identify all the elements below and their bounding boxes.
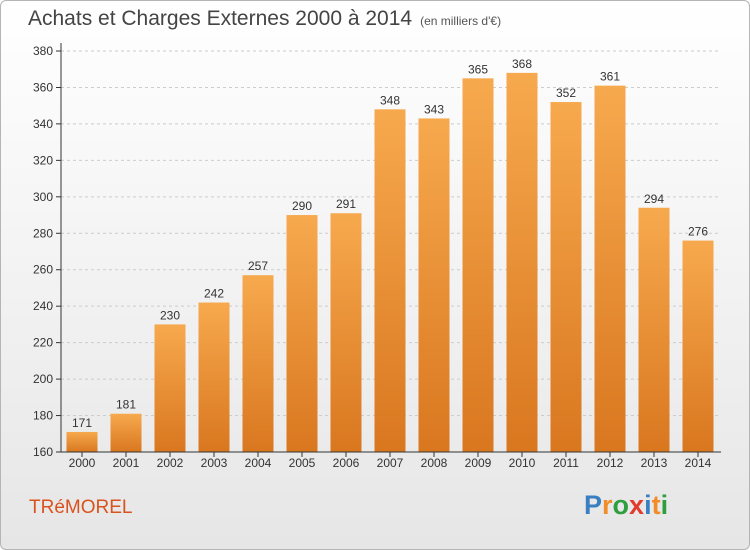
bar-2009: [462, 78, 494, 452]
axes: [56, 43, 721, 457]
y-tick-label: 240: [33, 299, 53, 313]
logo-letter: P: [584, 490, 603, 520]
y-tick-label: 160: [33, 445, 53, 459]
bar-value-label: 242: [204, 287, 224, 301]
x-tick-label: 2006: [333, 456, 360, 470]
logo-letter: i: [644, 490, 652, 520]
x-tick-label: 2010: [509, 456, 536, 470]
labels: 160 180 200 220 240 260 280 300 320 340 360 380 171 2…: [33, 44, 712, 470]
y-tick-label: 320: [33, 153, 53, 167]
y-tick-label: 360: [33, 80, 53, 94]
y-tick-label: 260: [33, 263, 53, 277]
logo-letter: r: [602, 490, 613, 520]
bar-2007: [374, 109, 406, 452]
logo-letter: i: [660, 490, 669, 520]
logo-letter: t: [651, 490, 661, 520]
bar-value-label: 368: [512, 57, 532, 71]
bar-value-label: 276: [688, 225, 708, 239]
bar-2000: [66, 431, 98, 452]
bar-2004: [242, 275, 274, 452]
x-tick-label: 2001: [113, 456, 140, 470]
x-tick-label: 2007: [377, 456, 404, 470]
x-tick-label: 2012: [597, 456, 624, 470]
logo-letter: o: [612, 490, 630, 520]
chart-subtitle: (en milliers d'€): [420, 14, 502, 28]
bar-2001: [110, 413, 142, 452]
chart-title: Achats et Charges Externes 2000 à 2014 (e…: [28, 7, 501, 31]
bar-value-label: 352: [556, 86, 576, 100]
y-tick-label: 200: [33, 372, 53, 386]
x-tick-label: 2000: [69, 456, 96, 470]
x-tick-label: 2011: [553, 456, 579, 470]
bar-value-label: 230: [160, 308, 180, 322]
x-tick-label: 2005: [289, 456, 316, 470]
bar-value-label: 365: [468, 62, 488, 76]
x-tick-label: 2013: [641, 456, 668, 470]
bar-2011: [550, 102, 582, 452]
y-tick-label: 220: [33, 336, 53, 350]
x-tick-label: 2009: [465, 456, 492, 470]
x-tick-label: 2002: [157, 456, 184, 470]
commune-name: TRéMOREL: [29, 497, 133, 518]
y-tick-label: 380: [33, 44, 53, 58]
bar-2010: [506, 72, 538, 452]
bar-value-label: 348: [380, 93, 400, 107]
y-tick-label: 180: [33, 409, 53, 423]
bar-2008: [418, 118, 450, 452]
bars: [66, 72, 714, 452]
bar-value-label: 171: [72, 416, 92, 430]
bar-value-label: 361: [600, 70, 620, 84]
bar-2012: [594, 85, 626, 452]
bar-2002: [154, 324, 186, 452]
bar-value-label: 291: [336, 197, 356, 211]
bar-2013: [638, 207, 670, 452]
bar-value-label: 181: [116, 398, 136, 412]
bar-value-label: 294: [644, 192, 664, 206]
bar-2006: [330, 213, 362, 452]
y-tick-label: 340: [33, 117, 53, 131]
logo-letter: x: [629, 490, 645, 520]
x-tick-label: 2008: [421, 456, 448, 470]
bar-2005: [286, 215, 318, 452]
x-tick-label: 2004: [245, 456, 272, 470]
x-tick-label: 2014: [685, 456, 712, 470]
bar-value-label: 343: [424, 102, 444, 116]
y-tick-label: 300: [33, 190, 53, 204]
x-tick-label: 2003: [201, 456, 228, 470]
y-tick-label: 280: [33, 226, 53, 240]
bar-2014: [682, 240, 714, 452]
bar-value-label: 290: [292, 199, 312, 213]
bar-value-label: 257: [248, 259, 268, 273]
proxiti-logo: Proxiti: [584, 490, 668, 521]
chart-title-text: Achats et Charges Externes 2000 à 2014: [28, 7, 413, 30]
bar-2003: [198, 302, 230, 452]
